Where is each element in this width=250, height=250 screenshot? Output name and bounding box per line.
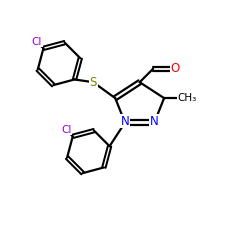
Text: N: N xyxy=(120,115,130,128)
Text: Cl: Cl xyxy=(61,125,72,135)
Text: O: O xyxy=(170,62,180,75)
Text: Cl: Cl xyxy=(32,37,42,47)
Text: N: N xyxy=(150,115,159,128)
Text: S: S xyxy=(90,76,97,89)
Text: CH₃: CH₃ xyxy=(178,93,197,103)
